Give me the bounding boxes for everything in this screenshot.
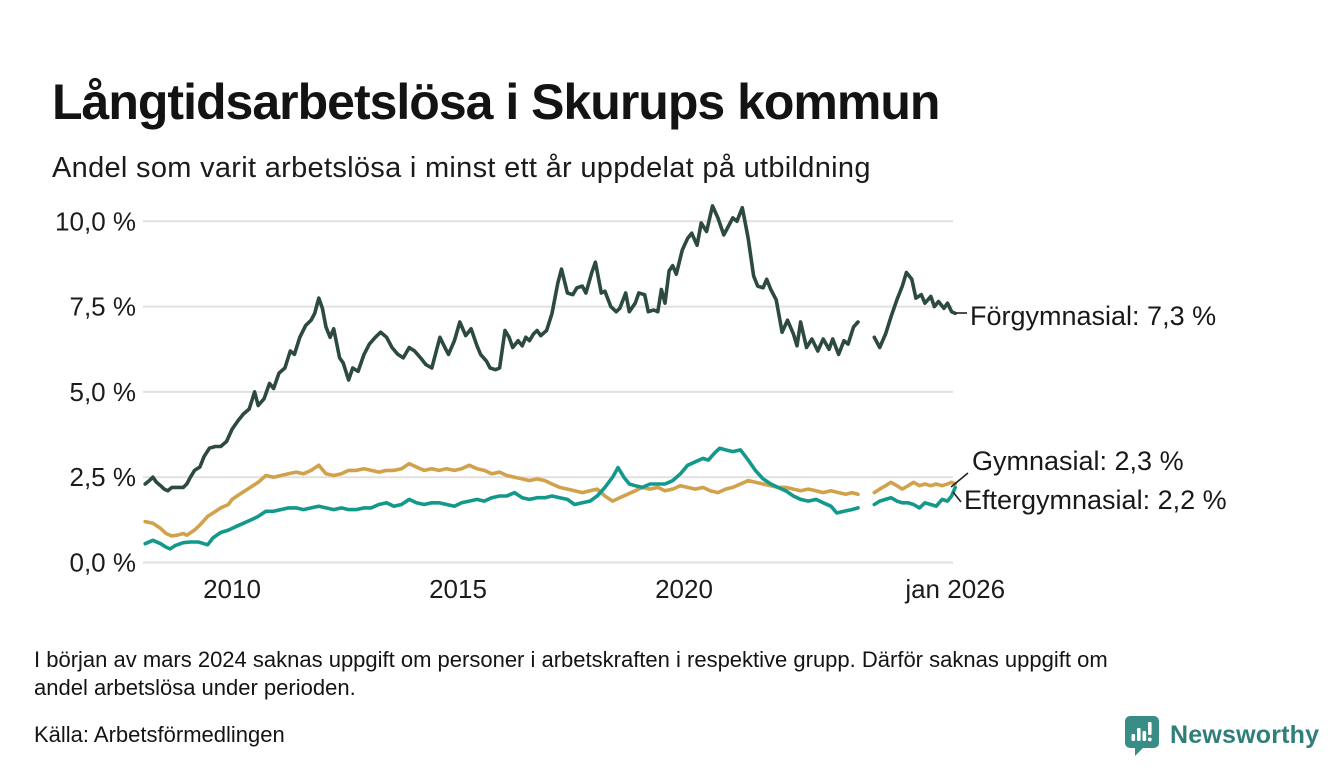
x-tick-label: 2010 [203,574,261,604]
y-tick-label: 2,5 % [70,462,137,492]
series-end-label: Förgymnasial: 7,3 % [970,301,1216,331]
grid: 0,0 % 2,5 % 5,0 % 7,5 % 10,0 % [55,206,953,578]
y-tick-label: 5,0 % [70,377,137,407]
series-line [872,485,958,510]
newsworthy-logo-text: Newsworthy [1170,720,1320,749]
series-end-label: Gymnasial: 2,3 % [972,446,1184,476]
series-line [143,446,860,551]
series-line [143,461,860,538]
series-end-label: Eftergymnasial: 2,2 % [964,485,1227,515]
page-title: Långtidsarbetslösa i Skurups kommun [52,73,940,130]
y-tick-label: 10,0 % [55,206,136,236]
newsworthy-icon [1125,716,1159,756]
page-subtitle: Andel som varit arbetslösa i minst ett å… [52,152,871,185]
end-label-connector [952,491,962,503]
series-line [872,480,958,495]
series-line [872,270,958,350]
x-tick-label: 2020 [655,574,713,604]
series-line [143,204,860,493]
series-forgymnasial [143,204,958,493]
x-tick-label: 2015 [429,574,487,604]
x-tick-label: jan 2026 [904,574,1005,604]
newsworthy-logo: Newsworthy [1123,714,1319,756]
source-text: Källa: Arbetsförmedlingen [34,722,285,747]
y-tick-label: 0,0 % [70,548,137,578]
y-tick-label: 7,5 % [70,292,137,322]
series-gymnasial [143,461,958,538]
chart-footnote: I början av mars 2024 saknas uppgift om … [34,647,1108,700]
series-eftergymnasial [143,446,958,551]
end-label-connector [950,472,969,488]
